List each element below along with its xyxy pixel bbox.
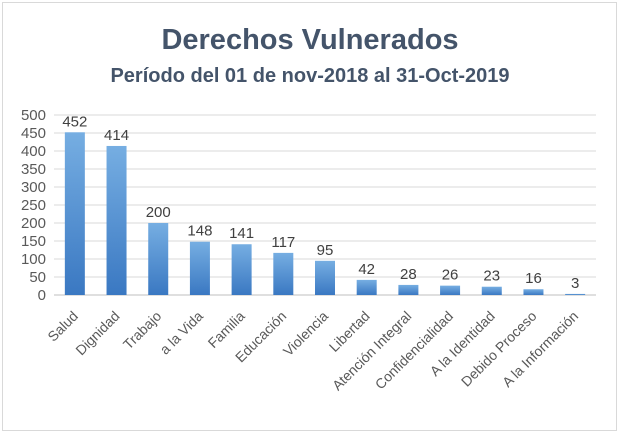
bar — [64, 132, 85, 295]
data-label: 28 — [400, 266, 417, 283]
data-label: 26 — [442, 267, 459, 284]
data-label: 141 — [229, 225, 254, 242]
x-tick-label: Dignidad — [72, 308, 122, 358]
data-label: 117 — [271, 234, 295, 251]
data-label: 452 — [62, 113, 87, 130]
bar — [481, 286, 502, 295]
bar — [523, 289, 544, 295]
chart-subtitle: Período del 01 de nov-2018 al 31-Oct-201… — [110, 65, 509, 87]
bar — [148, 223, 169, 295]
bar — [273, 252, 294, 295]
x-tick-label: Debido Proceso — [458, 308, 540, 390]
data-label: 3 — [571, 275, 579, 292]
x-tick-label: a la Vida — [156, 308, 206, 358]
data-labels: 452 414 200 148 141 117 95 42 28 26 23 16 3 — [62, 113, 579, 292]
chart-frame — [2, 2, 617, 431]
y-tick-label: 300 — [21, 179, 46, 196]
bars — [64, 132, 586, 295]
y-tick-label: 350 — [21, 161, 46, 178]
bar — [106, 145, 127, 295]
data-label: 414 — [104, 127, 129, 144]
y-tick-label: 250 — [21, 197, 46, 214]
data-label: 95 — [317, 242, 334, 259]
data-label: 148 — [187, 223, 212, 240]
y-tick-label: 0 — [38, 287, 46, 304]
y-tick-label: 100 — [21, 251, 46, 268]
data-label: 16 — [525, 270, 542, 287]
data-label: 23 — [483, 268, 500, 285]
bar — [315, 260, 335, 295]
y-tick-label: 200 — [21, 215, 46, 232]
y-tick-label: 500 — [21, 107, 46, 124]
bar — [398, 284, 419, 295]
data-label: 200 — [146, 204, 171, 221]
bar — [356, 279, 377, 295]
y-tick-label: 400 — [21, 143, 46, 160]
x-tick-label: A la Información — [499, 308, 581, 390]
bar — [565, 293, 586, 295]
data-label: 42 — [358, 261, 375, 278]
bar — [440, 285, 461, 295]
x-tick-label: Salud — [44, 308, 81, 345]
y-tick-label: 450 — [21, 125, 46, 142]
y-tick-label: 150 — [21, 233, 46, 250]
gridlines — [54, 114, 596, 296]
x-tick-label: Violencia — [280, 308, 331, 359]
y-tick-label: 50 — [29, 269, 46, 286]
bar — [189, 241, 210, 295]
bar — [231, 244, 252, 295]
chart-title: Derechos Vulnerados — [161, 24, 458, 56]
